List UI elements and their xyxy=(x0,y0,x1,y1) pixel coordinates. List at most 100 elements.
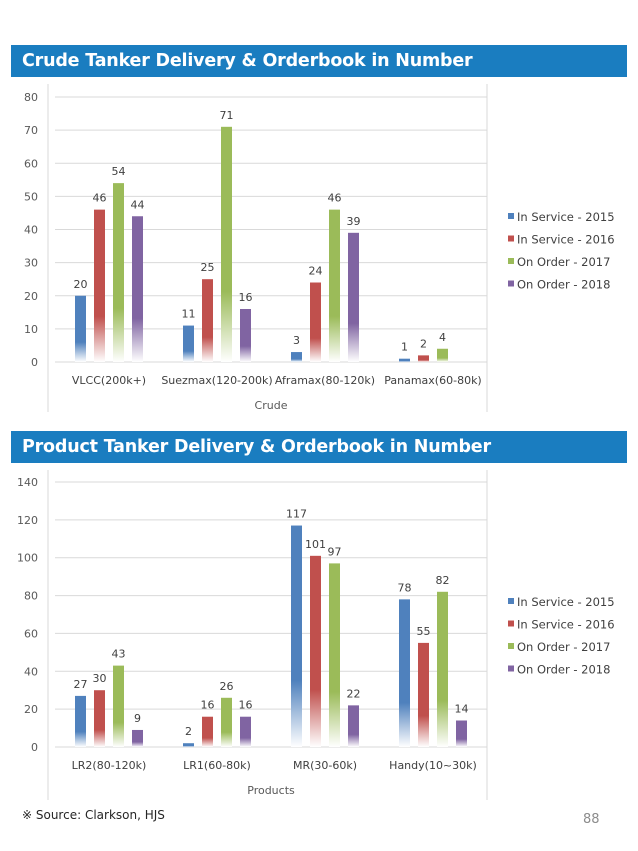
legend-label: On Order - 2018 xyxy=(517,278,610,292)
bar-in-service-2015-vlcc-200k xyxy=(75,295,86,362)
y-tick-label: 140 xyxy=(17,476,38,489)
legend-swatch-in-service-2016 xyxy=(508,235,514,242)
legend-label: On Order - 2017 xyxy=(517,640,610,654)
bar-in-service-2016-vlcc-200k xyxy=(94,209,105,362)
bar-on-order-2018-suezmax-120-200k xyxy=(240,309,251,362)
bar-on-order-2017-handy-10-30k xyxy=(437,591,448,747)
data-label: 4 xyxy=(439,331,446,344)
data-label: 2 xyxy=(420,337,427,350)
x-axis-title: Products xyxy=(247,784,295,797)
data-label: 11 xyxy=(182,308,196,321)
data-label: 9 xyxy=(134,712,141,725)
bar-on-order-2017-aframax-80-120k xyxy=(329,209,340,362)
product-section-title: Product Tanker Delivery & Orderbook in N… xyxy=(11,431,627,463)
data-label: 54 xyxy=(112,165,126,178)
bar-on-order-2018-handy-10-30k xyxy=(456,720,467,747)
legend-swatch-in-service-2015 xyxy=(508,213,514,219)
y-tick-label: 60 xyxy=(24,627,38,640)
data-label: 16 xyxy=(201,699,215,712)
y-tick-label: 30 xyxy=(24,257,38,270)
data-label: 101 xyxy=(305,538,326,551)
y-tick-label: 60 xyxy=(24,157,38,170)
data-label: 30 xyxy=(93,672,107,685)
category-label: LR1(60-80k) xyxy=(183,759,251,772)
y-tick-label: 80 xyxy=(24,91,38,104)
data-label: 44 xyxy=(131,198,145,211)
bar-on-order-2017-mr-30-60k xyxy=(329,563,340,747)
legend-swatch-on-order-2018 xyxy=(508,665,514,672)
bar-in-service-2015-lr1-60-80k xyxy=(183,743,194,747)
data-label: 117 xyxy=(286,508,307,521)
data-label: 46 xyxy=(328,192,342,205)
legend-label: On Order - 2017 xyxy=(517,255,610,269)
data-label: 14 xyxy=(455,703,469,716)
category-label: VLCC(200k+) xyxy=(72,374,146,387)
data-label: 43 xyxy=(112,648,126,661)
bar-in-service-2016-panamax-60-80k xyxy=(418,355,429,362)
bar-in-service-2016-handy-10-30k xyxy=(418,642,429,747)
bar-in-service-2015-suezmax-120-200k xyxy=(183,325,194,362)
bar-in-service-2015-mr-30-60k xyxy=(291,525,302,747)
bar-on-order-2017-panamax-60-80k xyxy=(437,348,448,362)
data-label: 1 xyxy=(401,341,408,354)
bar-on-order-2017-lr2-80-120k xyxy=(113,665,124,747)
data-label: 20 xyxy=(74,278,88,291)
data-label: 71 xyxy=(220,109,234,122)
bar-on-order-2018-lr2-80-120k xyxy=(132,729,143,747)
y-tick-label: 70 xyxy=(24,124,38,137)
legend-label: In Service - 2015 xyxy=(517,595,615,609)
bar-on-order-2018-lr1-60-80k xyxy=(240,716,251,747)
bar-in-service-2015-panamax-60-80k xyxy=(399,358,410,362)
bar-on-order-2017-vlcc-200k xyxy=(113,183,124,362)
bar-in-service-2015-lr2-80-120k xyxy=(75,695,86,747)
chart-frame xyxy=(47,84,488,412)
data-label: 26 xyxy=(220,680,234,693)
data-label: 22 xyxy=(347,687,361,700)
bar-on-order-2018-mr-30-60k xyxy=(348,705,359,747)
bar-in-service-2015-aframax-80-120k xyxy=(291,352,302,362)
y-tick-label: 40 xyxy=(24,224,38,237)
bar-in-service-2016-lr2-80-120k xyxy=(94,690,105,747)
data-label: 24 xyxy=(309,265,323,278)
data-label: 16 xyxy=(239,699,253,712)
data-label: 55 xyxy=(417,625,431,638)
legend-label: On Order - 2018 xyxy=(517,663,610,677)
y-tick-label: 10 xyxy=(24,323,38,336)
bar-on-order-2018-aframax-80-120k xyxy=(348,232,359,362)
bar-in-service-2016-suezmax-120-200k xyxy=(202,279,213,362)
category-label: MR(30-60k) xyxy=(293,759,357,772)
legend-swatch-on-order-2017 xyxy=(508,258,514,264)
chart-frame xyxy=(47,470,488,800)
crude-section-title: Crude Tanker Delivery & Orderbook in Num… xyxy=(11,45,627,77)
y-tick-label: 80 xyxy=(24,590,38,603)
bar-in-service-2015-handy-10-30k xyxy=(399,599,410,747)
x-axis-title: Crude xyxy=(255,399,288,412)
data-label: 39 xyxy=(347,215,361,228)
legend-swatch-on-order-2018 xyxy=(508,280,514,287)
data-label: 25 xyxy=(201,261,215,274)
y-tick-label: 40 xyxy=(24,665,38,678)
bar-on-order-2017-suezmax-120-200k xyxy=(221,126,232,362)
data-label: 82 xyxy=(436,574,450,587)
legend-label: In Service - 2016 xyxy=(517,618,615,632)
source-footnote: ※ Source: Clarkson, HJS xyxy=(22,808,165,822)
data-label: 97 xyxy=(328,545,342,558)
legend-label: In Service - 2016 xyxy=(517,233,615,247)
y-tick-label: 50 xyxy=(24,190,38,203)
y-tick-label: 0 xyxy=(31,741,38,754)
legend-swatch-in-service-2016 xyxy=(508,620,514,627)
y-tick-label: 20 xyxy=(24,290,38,303)
y-tick-label: 120 xyxy=(17,514,38,527)
bar-on-order-2018-vlcc-200k xyxy=(132,216,143,362)
data-label: 78 xyxy=(398,581,412,594)
bar-in-service-2016-aframax-80-120k xyxy=(310,282,321,362)
category-label: Aframax(80-120k) xyxy=(275,374,375,387)
bar-on-order-2017-lr1-60-80k xyxy=(221,697,232,747)
y-tick-label: 20 xyxy=(24,703,38,716)
page-number: 88 xyxy=(583,812,600,827)
legend-swatch-in-service-2015 xyxy=(508,598,514,604)
y-tick-label: 100 xyxy=(17,552,38,565)
data-label: 2 xyxy=(185,725,192,738)
bar-in-service-2016-lr1-60-80k xyxy=(202,716,213,747)
